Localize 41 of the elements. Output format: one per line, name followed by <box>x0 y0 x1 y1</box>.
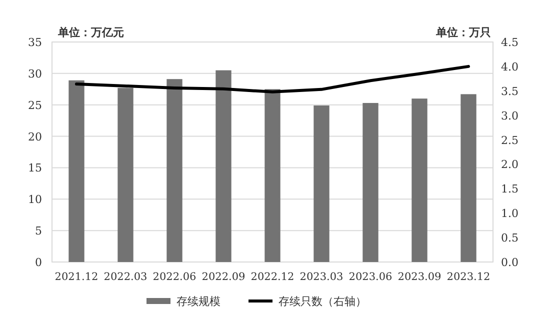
bar <box>68 80 84 262</box>
legend-label: 存续只数（右轴） <box>278 295 366 308</box>
x-tick-label: 2022.06 <box>152 271 197 283</box>
y2-tick-label: 3.0 <box>501 109 518 122</box>
x-tick-label: 2023.09 <box>398 271 442 283</box>
y-tick-label: 0 <box>35 256 42 269</box>
y-tick-label: 30 <box>28 67 42 80</box>
x-tick-label: 2022.12 <box>250 271 294 283</box>
x-tick-label: 2023.06 <box>348 271 393 283</box>
bar <box>264 89 280 262</box>
bar <box>118 88 134 262</box>
x-tick-label: 2023.03 <box>300 271 344 283</box>
y-tick-label: 35 <box>28 36 42 49</box>
y2-tick-label: 4.0 <box>501 60 518 74</box>
y2-tick-label: 1.0 <box>501 207 518 220</box>
bar <box>362 102 378 262</box>
y-tick-label: 20 <box>28 130 42 144</box>
bar <box>460 94 476 262</box>
legend-label: 存续规模 <box>176 295 220 308</box>
x-tick-label: 2022.03 <box>104 271 148 283</box>
y-tick-label: 25 <box>28 98 42 112</box>
y2-tick-label: 0.5 <box>501 232 518 245</box>
y2-tick-label: 2.0 <box>501 158 518 172</box>
line-series <box>75 64 470 94</box>
bar <box>314 105 330 262</box>
y-tick-label: 10 <box>28 193 42 206</box>
y2-tick-label: 1.5 <box>501 182 518 196</box>
y2-tick-label: 2.5 <box>501 134 518 147</box>
x-tick-label: 2023.12 <box>446 271 490 283</box>
bar <box>166 79 182 262</box>
bar <box>412 98 428 262</box>
x-tick-label: 2021.12 <box>54 271 98 283</box>
y2-tick-label: 3.5 <box>501 84 518 98</box>
y-tick-label: 5 <box>35 224 42 238</box>
y-axis-title: 单位：万亿元 <box>57 26 124 39</box>
x-tick-label: 2022.09 <box>202 271 246 283</box>
y2-tick-label: 0.0 <box>501 256 518 269</box>
y2-axis-title: 单位：万只 <box>435 26 491 39</box>
bar <box>216 70 232 262</box>
y2-tick-label: 4.5 <box>501 36 518 49</box>
y-tick-label: 15 <box>28 162 42 175</box>
